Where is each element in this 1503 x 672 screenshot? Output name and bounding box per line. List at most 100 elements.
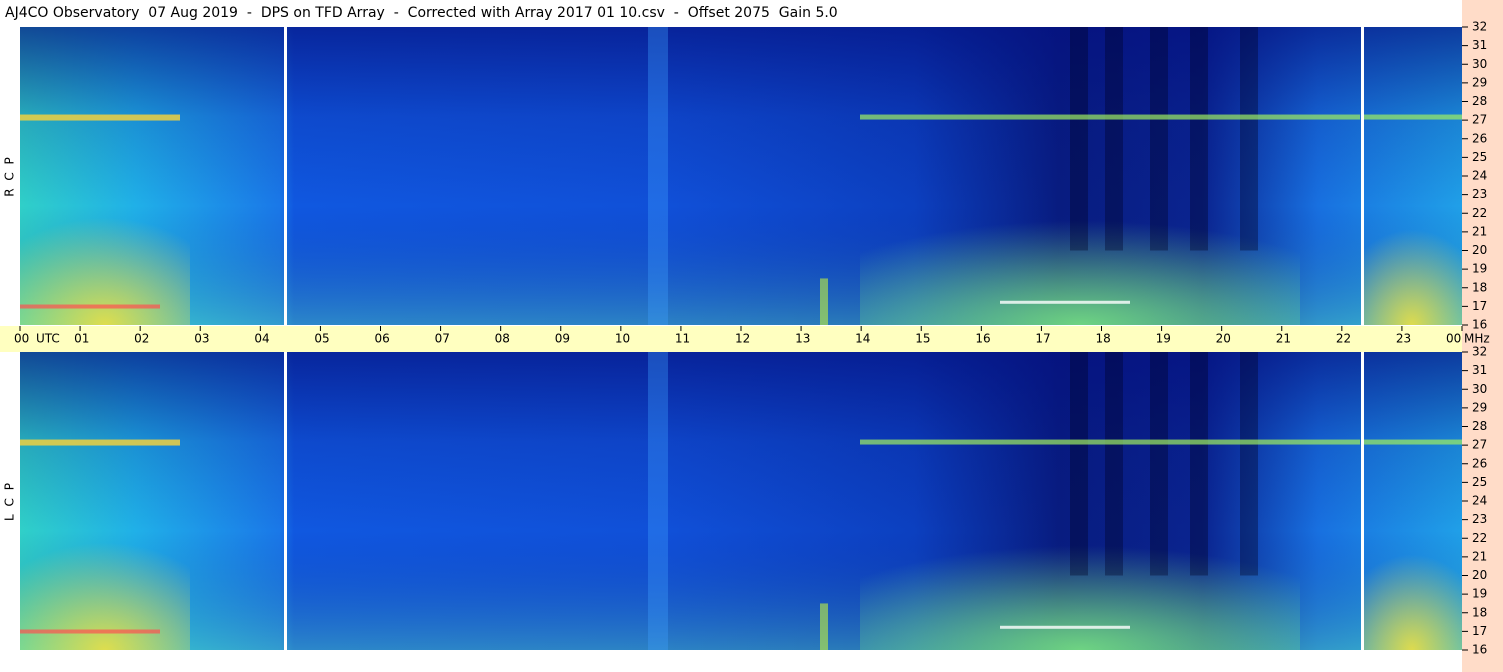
- spectrogram-texture: [20, 629, 160, 634]
- y-tick-label: 31: [1472, 363, 1487, 377]
- y-tick-label: 27: [1472, 113, 1487, 127]
- y-tick-label: 18: [1472, 605, 1487, 619]
- spectrogram-texture: [20, 114, 180, 121]
- y-tick-label: 20: [1472, 568, 1487, 582]
- x-tick-label: 06: [375, 332, 390, 346]
- y-tick-label: 18: [1472, 280, 1487, 294]
- spectrogram-texture: [1070, 352, 1088, 576]
- spectrogram-gap: [1361, 27, 1364, 325]
- spectrogram-texture: [1190, 27, 1208, 251]
- x-tick-label: 21: [1276, 332, 1291, 346]
- x-tick-label: 22: [1336, 332, 1351, 346]
- x-tick-label: 20: [1216, 332, 1231, 346]
- x-tick-label: 08: [495, 332, 510, 346]
- y-tick-label: 16: [1472, 643, 1487, 657]
- spectrogram-texture: [860, 114, 1360, 120]
- x-tick-label: 12: [735, 332, 750, 346]
- spectrogram-texture: [820, 278, 828, 325]
- y-tick-label: 21: [1472, 224, 1487, 238]
- spectrogram-texture: [1240, 27, 1258, 251]
- spectrogram-texture: [1000, 625, 1130, 629]
- x-tick-label: 00: [14, 332, 29, 346]
- y-tick-label: 32: [1472, 345, 1487, 359]
- x-tick-label: 18: [1096, 332, 1111, 346]
- y-tick-label: 16: [1472, 318, 1487, 332]
- y-tick-label: 29: [1472, 75, 1487, 89]
- x-tick-label: 19: [1156, 332, 1171, 346]
- y-tick-label: 24: [1472, 494, 1487, 508]
- spectrogram-texture: [20, 515, 190, 650]
- y-tick-label: 19: [1472, 262, 1487, 276]
- y-tick-label: 24: [1472, 169, 1487, 183]
- x-tick-label: 23: [1396, 332, 1411, 346]
- spectrogram-texture: [648, 27, 668, 325]
- x-tick-label: 11: [675, 332, 690, 346]
- y-tick-label: 19: [1472, 587, 1487, 601]
- time-strip: [0, 326, 1462, 352]
- spectrogram-texture: [1362, 530, 1462, 650]
- spectrogram-texture: [1150, 27, 1168, 251]
- y-tick-label: 20: [1472, 243, 1487, 257]
- spectrogram-texture: [1105, 352, 1123, 576]
- x-tick-label: 02: [134, 332, 149, 346]
- spectrogram-gap: [284, 352, 287, 650]
- x-tick-label: 03: [194, 332, 209, 346]
- spectrogram-gap: [1361, 352, 1364, 650]
- spectrogram-texture: [1190, 352, 1208, 576]
- spectrogram-texture: [1362, 114, 1462, 120]
- spectrogram-texture: [860, 439, 1360, 445]
- y-tick-label: 25: [1472, 475, 1487, 489]
- x-tick-label: 15: [915, 332, 930, 346]
- x-axis-label: UTC: [36, 332, 60, 346]
- spectrogram-texture: [1070, 27, 1088, 251]
- x-tick-label: 04: [254, 332, 269, 346]
- spectrogram-texture: [20, 304, 160, 309]
- y-tick-label: 31: [1472, 38, 1487, 52]
- y-tick-label: 28: [1472, 419, 1487, 433]
- panel-label: L C P: [3, 481, 17, 521]
- y-tick-label: 23: [1472, 187, 1487, 201]
- y-tick-label: 21: [1472, 549, 1487, 563]
- chart-title: AJ4CO Observatory 07 Aug 2019 - DPS on T…: [5, 5, 838, 21]
- freq-strip: [1462, 0, 1503, 672]
- spectrogram-texture: [1000, 300, 1130, 304]
- x-tick-label: 09: [555, 332, 570, 346]
- spectrogram-texture: [860, 501, 1300, 650]
- x-tick-label: 13: [795, 332, 810, 346]
- spectrogram-panel: [20, 352, 1462, 650]
- y-tick-label: 28: [1472, 94, 1487, 108]
- x-tick-label: 05: [314, 332, 329, 346]
- y-tick-label: 22: [1472, 206, 1487, 220]
- y-axis-label: MHz: [1464, 332, 1490, 346]
- spectrogram-texture: [20, 439, 180, 446]
- y-tick-label: 17: [1472, 624, 1487, 638]
- y-tick-label: 30: [1472, 382, 1487, 396]
- spectrogram-texture: [1240, 352, 1258, 576]
- y-tick-label: 23: [1472, 512, 1487, 526]
- x-tick-label: 07: [435, 332, 450, 346]
- spectrogram-texture: [1105, 27, 1123, 251]
- y-tick-label: 26: [1472, 456, 1487, 470]
- x-tick-label: 00: [1446, 332, 1461, 346]
- spectrogram-panel: [20, 27, 1462, 325]
- x-tick-label: 16: [975, 332, 990, 346]
- spectrogram-texture: [860, 176, 1300, 325]
- spectrogram-texture: [1362, 439, 1462, 445]
- y-tick-label: 22: [1472, 531, 1487, 545]
- spectrogram-texture: [648, 352, 668, 650]
- y-tick-label: 30: [1472, 57, 1487, 71]
- y-tick-label: 26: [1472, 131, 1487, 145]
- spectrogram-gap: [284, 27, 287, 325]
- spectrogram-texture: [1362, 205, 1462, 325]
- x-tick-label: 17: [1035, 332, 1050, 346]
- y-tick-label: 29: [1472, 400, 1487, 414]
- y-tick-label: 27: [1472, 438, 1487, 452]
- spectrogram-texture: [820, 603, 828, 650]
- y-tick-label: 25: [1472, 150, 1487, 164]
- spectrogram-texture: [20, 190, 190, 325]
- x-tick-label: 01: [74, 332, 89, 346]
- panel-label: R C P: [3, 155, 17, 197]
- x-tick-label: 10: [615, 332, 630, 346]
- x-tick-label: 14: [855, 332, 870, 346]
- spectrogram-texture: [1150, 352, 1168, 576]
